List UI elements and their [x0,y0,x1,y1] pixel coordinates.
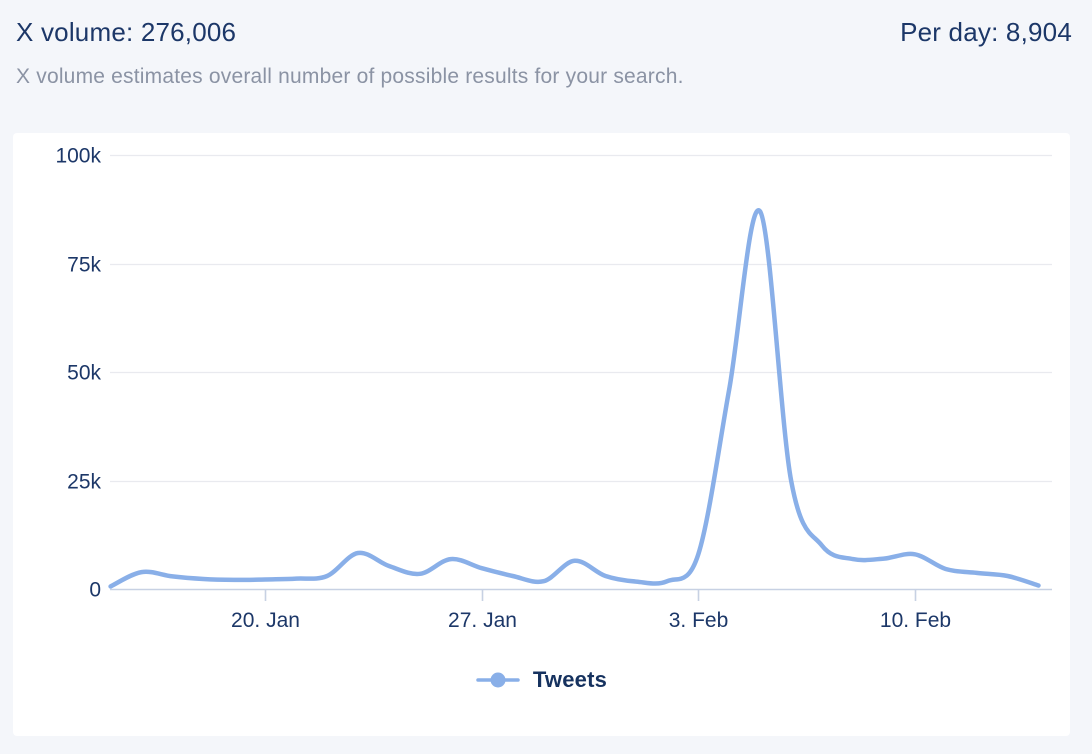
tweets-series-line[interactable] [108,208,1041,589]
legend-label: Tweets [532,667,608,692]
header-metrics-row: X volume: 276,006 Per day: 8,904 [16,15,1072,49]
y-axis-label: 100k [55,145,101,168]
x-axis-label: 10. Feb [880,609,951,632]
x-axis-label: 27. Jan [448,609,517,632]
header: X volume: 276,006 Per day: 8,904 X volum… [0,0,1092,91]
y-axis-label: 75k [67,254,101,277]
legend-line-dot-icon [476,672,520,688]
chart-legend[interactable]: Tweets [13,667,1070,693]
y-axis-label: 50k [67,362,101,385]
y-axis-label: 0 [89,579,101,602]
x-axis-label: 20. Jan [231,609,300,632]
per-day-label: Per day: 8,904 [900,17,1072,47]
chart-subtitle: X volume estimates overall number of pos… [16,65,684,88]
total-volume-label: X volume: 276,006 [16,17,237,47]
y-axis-label: 25k [67,471,101,494]
chart-card: 0 25k 50k 75k 100k 20. Jan 27. Jan 3. Feb 10. Fe… [13,133,1070,736]
x-axis-label: 3. Feb [669,609,729,632]
volume-chart[interactable]: 0 25k 50k 75k 100k 20. Jan 27. Jan 3. Feb 10. Fe… [13,133,1070,736]
